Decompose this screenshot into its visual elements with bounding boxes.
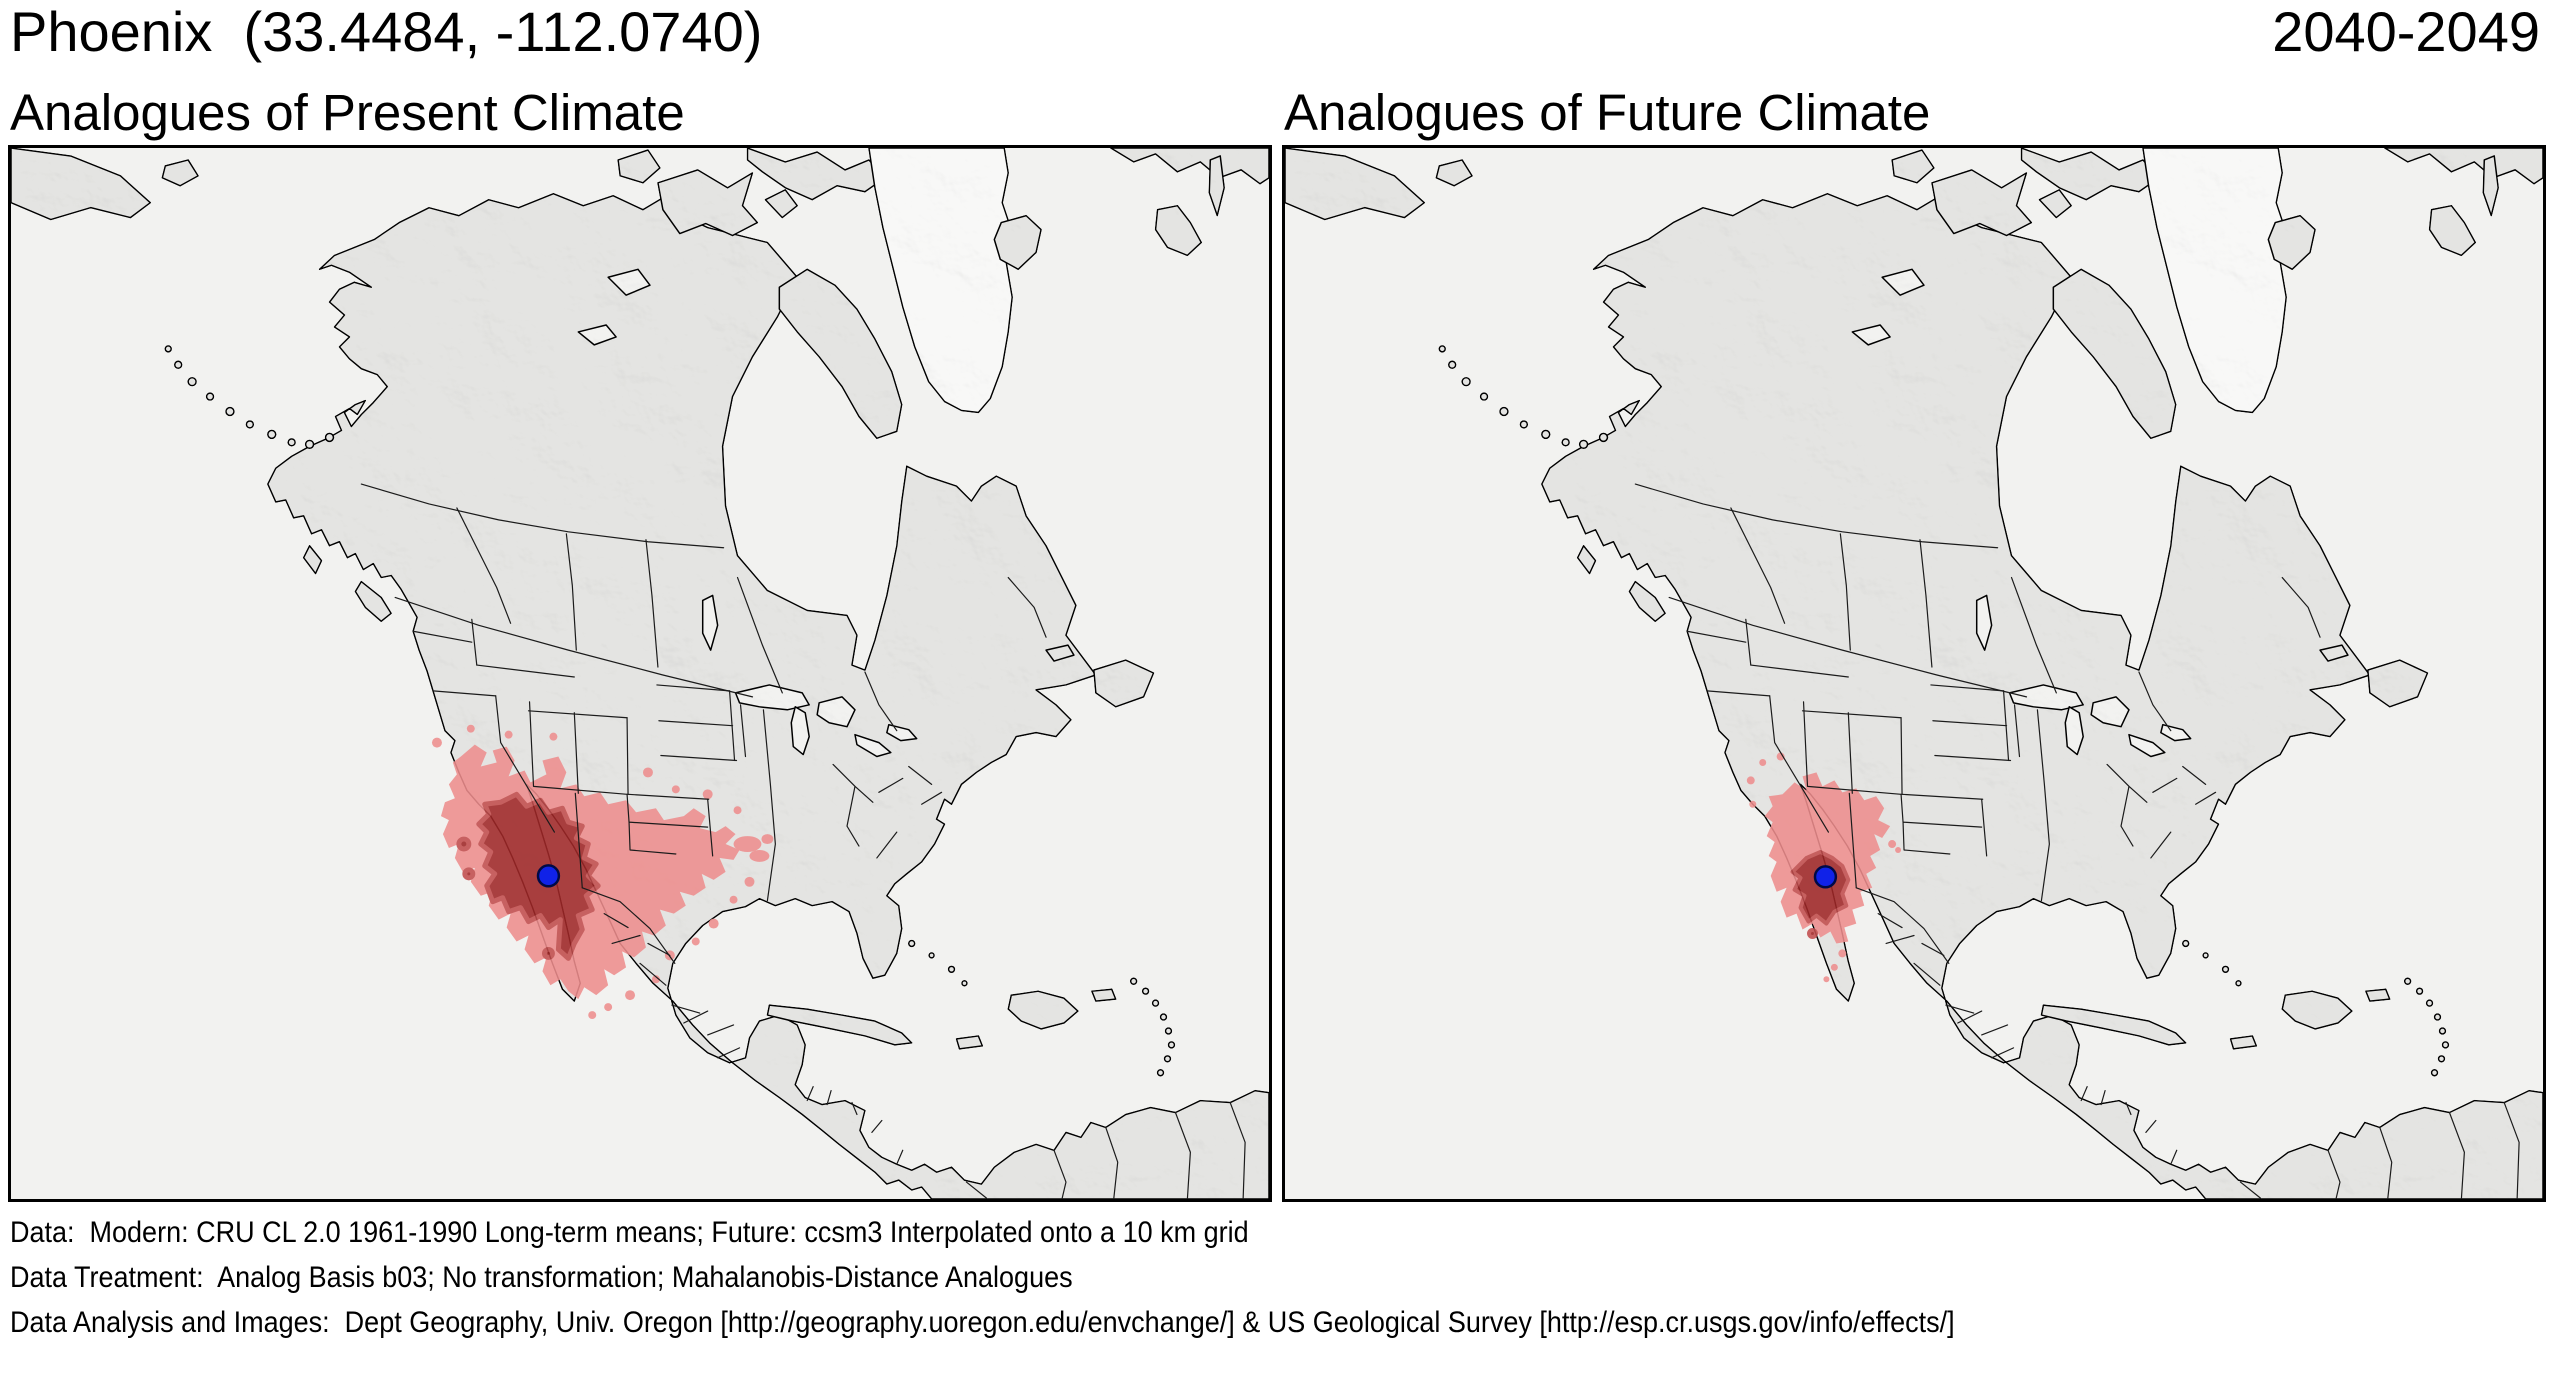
footer-credits-line: Data Analysis and Images: Dept Geography…	[10, 1306, 1955, 1339]
footer-data-line: Data: Modern: CRU CL 2.0 1961-1990 Long-…	[10, 1216, 1249, 1249]
city-marker-present	[536, 864, 561, 888]
map-present	[11, 148, 1269, 1199]
left-map-title: Analogues of Present Climate	[10, 84, 685, 141]
footer-treatment-line: Data Treatment: Analog Basis b03; No tra…	[10, 1261, 1073, 1294]
city-marker-future	[1813, 865, 1838, 889]
map-future	[1285, 148, 2543, 1199]
page-title: Phoenix (33.4484, -112.0740)	[10, 0, 763, 63]
map-panel-future	[1282, 145, 2546, 1202]
period-label: 2040-2049	[2272, 0, 2540, 63]
map-panel-present	[8, 145, 1272, 1202]
right-map-title: Analogues of Future Climate	[1284, 84, 1931, 141]
